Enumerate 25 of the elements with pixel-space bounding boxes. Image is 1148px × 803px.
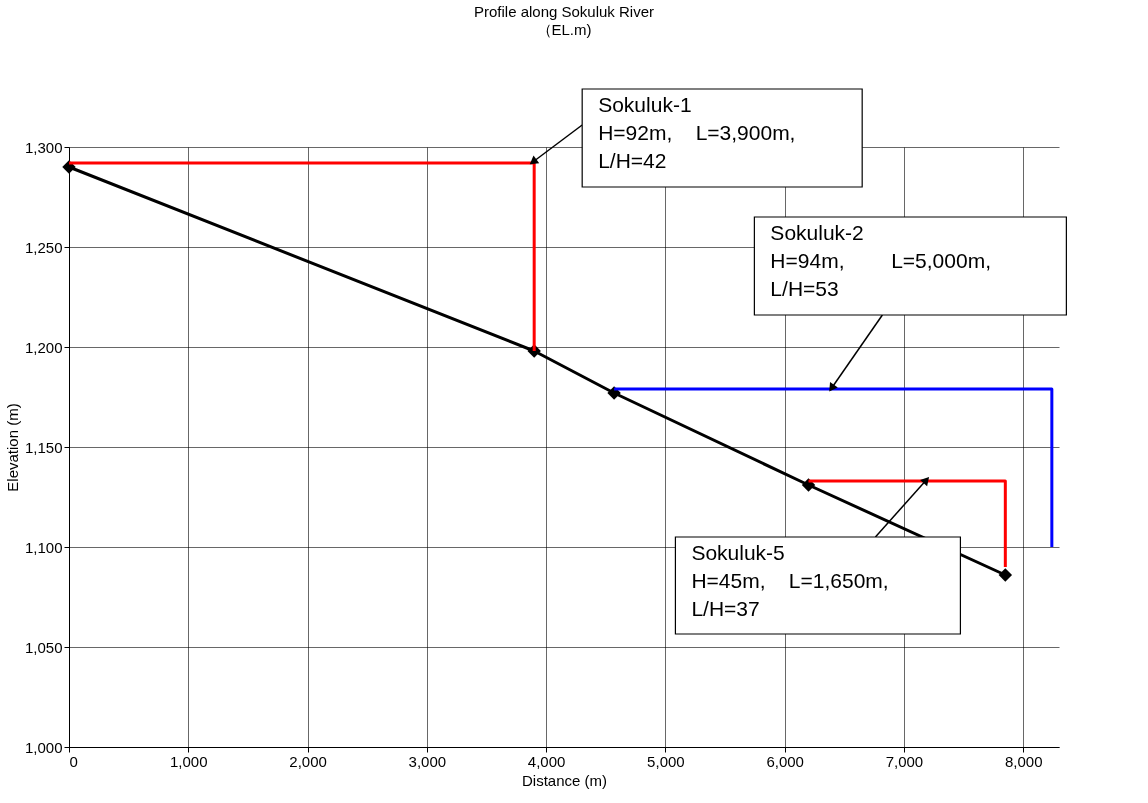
y-tick-label: 1,000 xyxy=(24,738,63,756)
x-tick-label: 3,000 xyxy=(408,752,447,770)
point xyxy=(998,568,1013,582)
annotation: Sokuluk-2 H=94m, L=5,000m, L/H=53 xyxy=(770,221,991,300)
x-tick-label: 7,000 xyxy=(885,752,924,770)
x-tick-label: 2,000 xyxy=(289,752,327,770)
x-tick-label: 8,000 xyxy=(1004,752,1043,770)
y-tick-label: 1,150 xyxy=(24,438,63,456)
x-tick-label: 4,000 xyxy=(527,752,566,770)
y-tick-label: 1,250 xyxy=(24,238,63,256)
y-tick-label: 1,200 xyxy=(24,338,63,356)
chart-title: Profile along Sokuluk River xyxy=(473,3,655,21)
x-axis-title: Distance (m) xyxy=(521,771,608,789)
y-axis-title: Elevation (m) xyxy=(3,403,21,492)
x-tick-label: 5,000 xyxy=(647,752,685,770)
y-tick-label: 1,300 xyxy=(24,138,63,156)
x-tick-label: 0 xyxy=(69,752,78,770)
point xyxy=(801,478,816,492)
x-tick-label: 1,000 xyxy=(170,752,208,770)
chart-subtitle: （EL.m) xyxy=(536,21,592,39)
y-tick-label: 1,050 xyxy=(24,638,63,656)
y-tick-label: 1,100 xyxy=(24,538,63,556)
x-tick-label: 6,000 xyxy=(766,752,804,770)
annotation: Sokuluk-5 H=45m, L=1,650m, L/H=37 xyxy=(691,541,889,620)
annotation: Sokuluk-1 H=92m, L=3,900m, L/H=42 xyxy=(598,93,796,172)
